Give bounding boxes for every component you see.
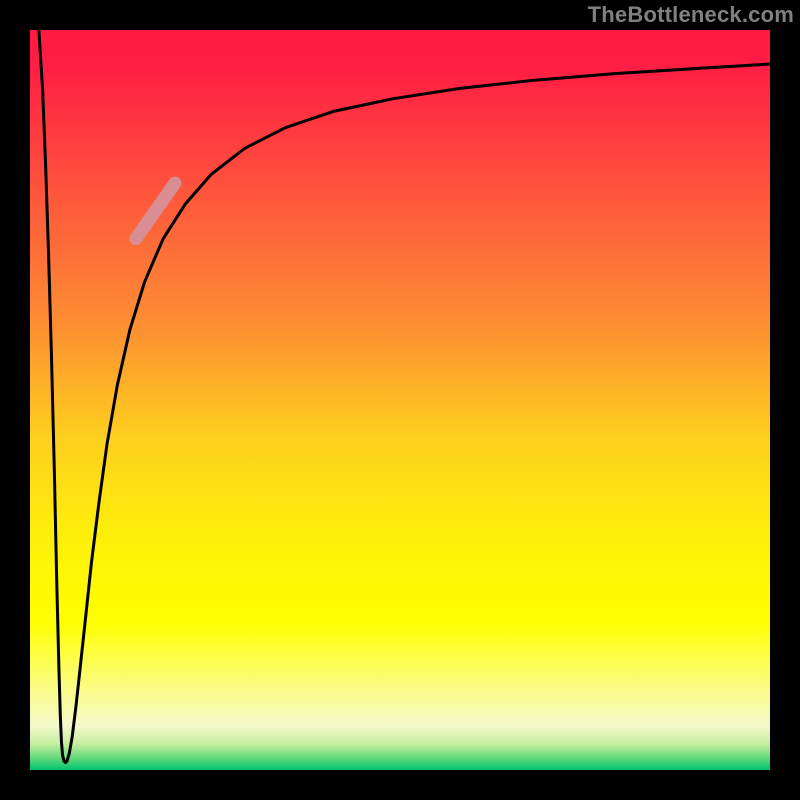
watermark-text: TheBottleneck.com bbox=[588, 2, 794, 28]
figure-canvas: TheBottleneck.com bbox=[0, 0, 800, 800]
plot-area bbox=[30, 30, 770, 770]
plot-background bbox=[30, 30, 770, 770]
plot-svg bbox=[30, 30, 770, 770]
